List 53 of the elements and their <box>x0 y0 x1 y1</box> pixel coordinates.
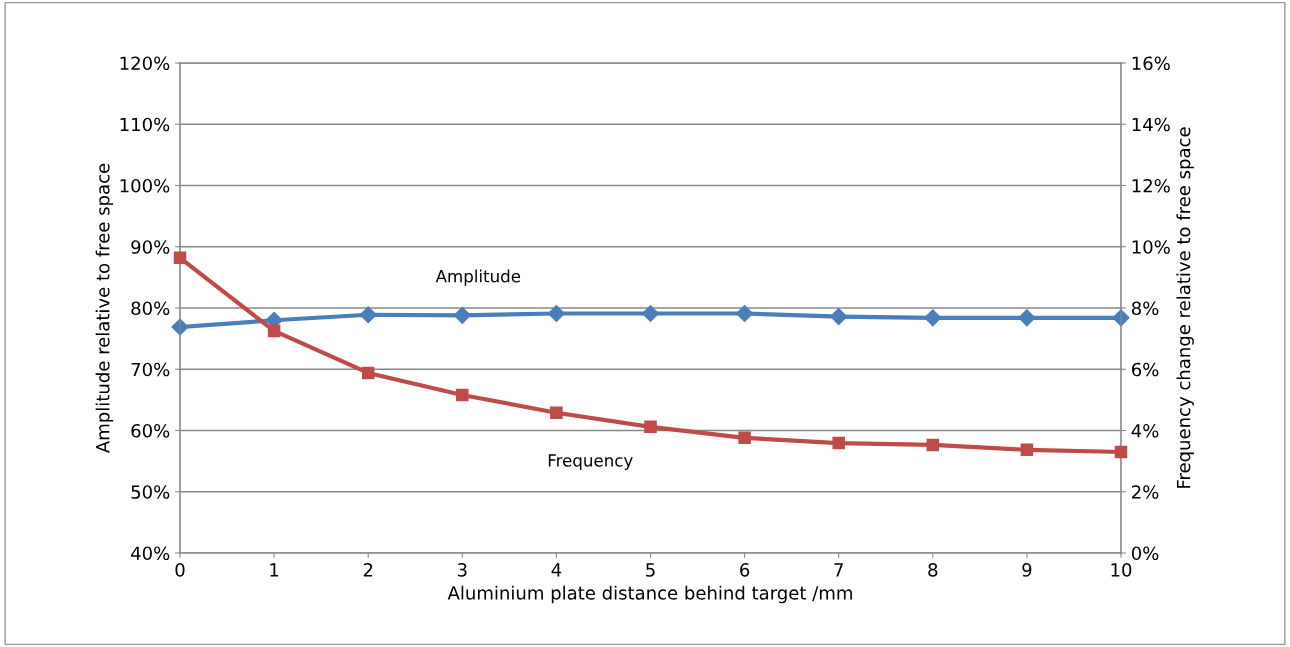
y-tick-label: 60% <box>131 423 170 438</box>
y2-tick-label: 8% <box>1131 301 1159 316</box>
x-tick-label: 4 <box>551 563 562 577</box>
point <box>1114 445 1128 459</box>
y-tick-label: 40% <box>131 546 170 561</box>
x-tick-label: 5 <box>646 563 655 577</box>
point <box>173 251 187 265</box>
y-tick-label: 90% <box>131 240 170 254</box>
x-tick-label: 9 <box>1022 563 1032 577</box>
x-tick-label: 2 <box>363 563 373 577</box>
point <box>267 324 281 338</box>
y-tick-label: 110% <box>120 117 170 132</box>
y2-tick-label: 4% <box>1131 423 1159 438</box>
point <box>359 306 377 324</box>
point <box>832 436 845 450</box>
x-tick-label: 7 <box>834 563 843 577</box>
point <box>547 304 565 323</box>
y-tick-label: 80% <box>131 301 170 316</box>
x-axis-title: Aluminium plate distance behind target /mm <box>447 585 852 604</box>
y2-tick-label: 6% <box>1131 362 1159 377</box>
point <box>924 309 942 327</box>
annotation: Frequency <box>548 454 633 470</box>
point <box>1018 309 1036 327</box>
x-tick-label: 8 <box>928 563 938 577</box>
y-tick-label: 100% <box>120 178 170 193</box>
x-tick-label: 0 <box>175 563 185 577</box>
x-tick-label: 3 <box>457 563 467 577</box>
y2-tick-label: 2% <box>1132 485 1159 499</box>
y-tick-label: 70% <box>131 362 170 377</box>
point <box>361 366 375 380</box>
point <box>550 406 563 419</box>
y2-axis-title: Frequency change relative to free space <box>1176 127 1194 488</box>
y2-tick-label: 10% <box>1132 240 1170 254</box>
point <box>736 304 754 323</box>
y2-tick-label: 16% <box>1132 56 1170 71</box>
x-tick-label: 6 <box>740 563 750 577</box>
y-axis-title: Amplitude relative to free space <box>95 163 114 453</box>
x-tick-label: 1 <box>270 563 279 577</box>
y2-tick-label: 0% <box>1131 546 1159 561</box>
y2-tick-label: 12% <box>1132 178 1170 193</box>
point <box>926 438 940 452</box>
point <box>644 420 657 434</box>
y-tick-label: 50% <box>131 485 170 499</box>
point <box>456 388 469 402</box>
point <box>641 304 660 323</box>
point <box>453 306 471 324</box>
point <box>1020 443 1034 457</box>
point <box>830 308 848 326</box>
x-tick-label: 10 <box>1111 563 1132 577</box>
y-tick-label: 120% <box>120 56 170 71</box>
point <box>738 431 751 445</box>
y2-tick-label: 14% <box>1132 117 1170 132</box>
annotation: Amplitude <box>435 269 521 286</box>
